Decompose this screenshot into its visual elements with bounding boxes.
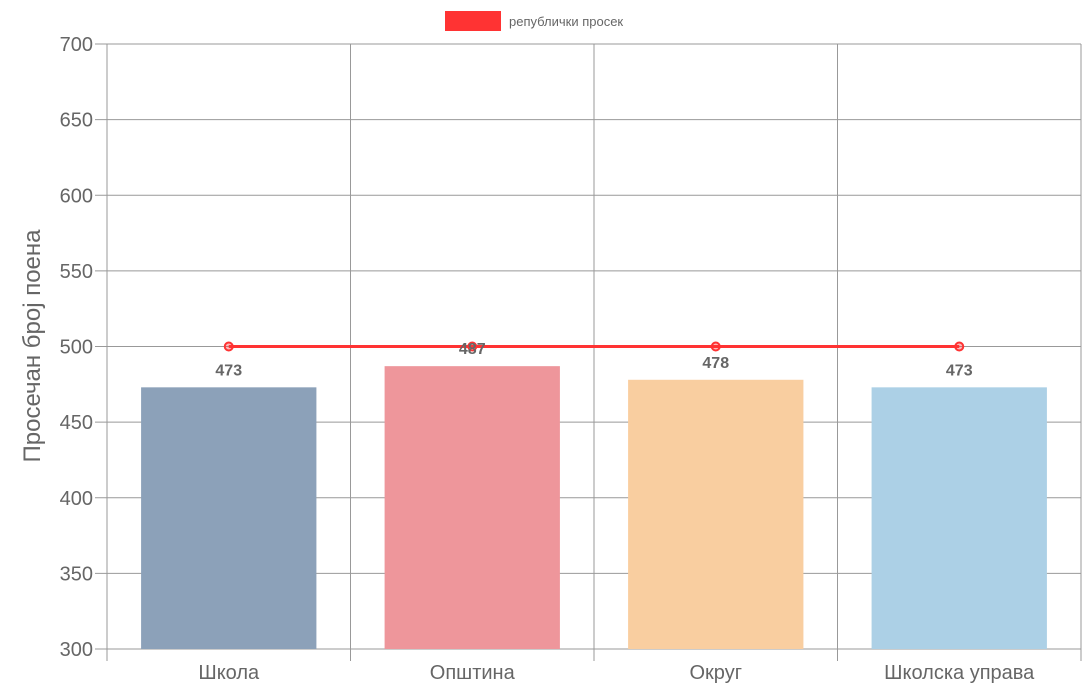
bars bbox=[141, 366, 1047, 649]
x-tick-label: Школска управа bbox=[884, 662, 1035, 684]
y-tick-label: 650 bbox=[60, 110, 93, 132]
y-tick-label: 450 bbox=[60, 412, 93, 434]
average-point bbox=[710, 341, 721, 352]
axes: 300 350 400 450 500 550 600 650 700 Школа Општина О… bbox=[60, 34, 1036, 684]
x-tick-label: Округ bbox=[690, 662, 743, 684]
bar-1 bbox=[141, 387, 317, 649]
average-point bbox=[223, 341, 234, 352]
x-tick-label: Школа bbox=[198, 662, 260, 684]
y-tick-label: 500 bbox=[60, 337, 93, 359]
average-line-series bbox=[223, 341, 965, 352]
y-tick-label: 700 bbox=[60, 34, 93, 56]
y-tick-label: 350 bbox=[60, 563, 93, 585]
average-point bbox=[954, 341, 965, 352]
y-tick-label: 600 bbox=[60, 185, 93, 207]
y-tick-label: 550 bbox=[60, 261, 93, 283]
bar-2 bbox=[384, 366, 560, 649]
y-tick-label: 300 bbox=[60, 639, 93, 661]
data-labels: 473 487 478 473 bbox=[215, 341, 972, 379]
bar-data-label: 473 bbox=[946, 362, 973, 379]
legend[interactable]: републички просек bbox=[445, 11, 623, 31]
bar-data-label: 487 bbox=[459, 341, 486, 358]
legend-label[interactable]: републички просек bbox=[509, 14, 623, 29]
x-tick-label: Општина bbox=[430, 662, 516, 684]
legend-swatch[interactable] bbox=[445, 11, 501, 31]
y-tick-label: 400 bbox=[60, 488, 93, 510]
bar-data-label: 473 bbox=[215, 362, 242, 379]
bar-data-label: 478 bbox=[702, 355, 729, 372]
bar-3 bbox=[628, 379, 804, 649]
y-axis-title: Просечан број поена bbox=[19, 229, 46, 463]
bar-4 bbox=[871, 387, 1047, 649]
average-point bbox=[467, 341, 478, 352]
